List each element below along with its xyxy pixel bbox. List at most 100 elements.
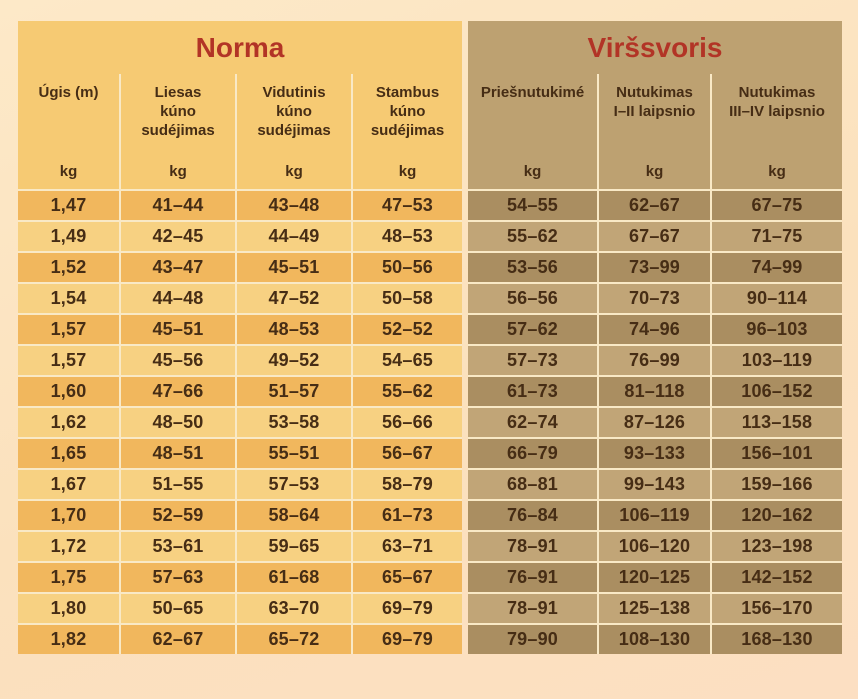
range-cell: 55–62 xyxy=(506,226,559,246)
range-cell: 79–90 xyxy=(506,629,559,649)
range-cell: 41–44 xyxy=(119,191,235,220)
range-cell: 48–50 xyxy=(119,408,235,437)
column-header: Úgis (m) xyxy=(38,84,99,101)
range-cell: 52–59 xyxy=(119,501,235,530)
range-cell: 78–91 xyxy=(506,598,559,618)
range-cell: 56–66 xyxy=(351,408,462,437)
table-row: 1,70 52–59 58–64 61–73 xyxy=(18,499,462,530)
range-cell: 55–51 xyxy=(235,439,351,468)
height-cell: 1,47 xyxy=(50,195,87,215)
header-row-1: Priešnutukimé Nutukimas I–II laipsnio Nutu… xyxy=(468,74,842,153)
range-cell: 99–143 xyxy=(597,470,710,499)
weight-table: Norma Úgis (m) Liesas kúno sudéjimas Vidut… xyxy=(18,21,842,654)
table-row: 78–91 125–138 156–170 xyxy=(468,592,842,623)
range-cell: 57–62 xyxy=(506,319,559,339)
table-row: 66–79 93–133 156–101 xyxy=(468,437,842,468)
range-cell: 56–67 xyxy=(351,439,462,468)
range-cell: 51–55 xyxy=(119,470,235,499)
range-cell: 74–99 xyxy=(710,253,842,282)
range-cell: 142–152 xyxy=(710,563,842,592)
range-cell: 50–65 xyxy=(119,594,235,623)
range-cell: 113–158 xyxy=(710,408,842,437)
virssvoris-section-title: Viršsvoris xyxy=(468,21,842,74)
range-cell: 50–56 xyxy=(351,253,462,282)
unit-label: kg xyxy=(597,153,710,189)
range-cell: 57–53 xyxy=(235,470,351,499)
range-cell: 59–65 xyxy=(235,532,351,561)
range-cell: 51–57 xyxy=(235,377,351,406)
range-cell: 57–63 xyxy=(119,563,235,592)
range-cell: 65–72 xyxy=(235,625,351,654)
virssvoris-body: 54–55 62–67 67–75 55–62 67–67 71–75 53–56 73–99… xyxy=(468,189,842,654)
range-cell: 106–152 xyxy=(710,377,842,406)
table-row: 1,72 53–61 59–65 63–71 xyxy=(18,530,462,561)
range-cell: 108–130 xyxy=(597,625,710,654)
table-row: 1,47 41–44 43–48 47–53 xyxy=(18,189,462,220)
unit-label: kg xyxy=(119,153,235,189)
range-cell: 103–119 xyxy=(710,346,842,375)
range-cell: 78–91 xyxy=(506,536,559,556)
height-cell: 1,80 xyxy=(50,598,87,618)
range-cell: 63–70 xyxy=(235,594,351,623)
table-row: 79–90 108–130 168–130 xyxy=(468,623,842,654)
norma-section: Norma Úgis (m) Liesas kúno sudéjimas Vidut… xyxy=(18,21,462,654)
norma-body: 1,47 41–44 43–48 47–53 1,49 42–45 44–49 48–53 1,… xyxy=(18,189,462,654)
table-row: 76–84 106–119 120–162 xyxy=(468,499,842,530)
table-row: 53–56 73–99 74–99 xyxy=(468,251,842,282)
unit-label: kg xyxy=(351,153,462,189)
range-cell: 58–64 xyxy=(235,501,351,530)
range-cell: 56–56 xyxy=(506,288,559,308)
range-cell: 156–101 xyxy=(710,439,842,468)
height-cell: 1,54 xyxy=(50,288,87,308)
range-cell: 48–53 xyxy=(351,222,462,251)
range-cell: 53–58 xyxy=(235,408,351,437)
range-cell: 52–52 xyxy=(351,315,462,344)
table-row: 1,60 47–66 51–57 55–62 xyxy=(18,375,462,406)
column-header: Liesas kúno sudéjimas xyxy=(119,74,235,153)
range-cell: 81–118 xyxy=(597,377,710,406)
range-cell: 73–99 xyxy=(597,253,710,282)
height-cell: 1,62 xyxy=(50,412,87,432)
range-cell: 159–166 xyxy=(710,470,842,499)
range-cell: 125–138 xyxy=(597,594,710,623)
table-row: 78–91 106–120 123–198 xyxy=(468,530,842,561)
table-row: 1,67 51–55 57–53 58–79 xyxy=(18,468,462,499)
range-cell: 57–73 xyxy=(506,350,559,370)
range-cell: 106–120 xyxy=(597,532,710,561)
unit-label: kg xyxy=(710,153,842,189)
range-cell: 168–130 xyxy=(710,625,842,654)
table-row: 57–73 76–99 103–119 xyxy=(468,344,842,375)
table-row: 55–62 67–67 71–75 xyxy=(468,220,842,251)
range-cell: 106–119 xyxy=(597,501,710,530)
range-cell: 69–79 xyxy=(351,594,462,623)
table-row: 54–55 62–67 67–75 xyxy=(468,189,842,220)
range-cell: 42–45 xyxy=(119,222,235,251)
table-row: 57–62 74–96 96–103 xyxy=(468,313,842,344)
range-cell: 45–51 xyxy=(119,315,235,344)
unit-row-1: kg kg kg xyxy=(468,153,842,189)
height-cell: 1,70 xyxy=(50,505,87,525)
range-cell: 45–56 xyxy=(119,346,235,375)
height-cell: 1,60 xyxy=(50,381,87,401)
height-cell: 1,49 xyxy=(50,226,87,246)
range-cell: 87–126 xyxy=(597,408,710,437)
range-cell: 67–75 xyxy=(710,191,842,220)
unit-row-0: kg kg kg kg xyxy=(18,153,462,189)
unit-label: kg xyxy=(523,162,542,180)
range-cell: 93–133 xyxy=(597,439,710,468)
range-cell: 70–73 xyxy=(597,284,710,313)
range-cell: 43–48 xyxy=(235,191,351,220)
range-cell: 62–67 xyxy=(119,625,235,654)
table-row: 68–81 99–143 159–166 xyxy=(468,468,842,499)
range-cell: 65–67 xyxy=(351,563,462,592)
range-cell: 50–58 xyxy=(351,284,462,313)
range-cell: 69–79 xyxy=(351,625,462,654)
table-row: 1,82 62–67 65–72 69–79 xyxy=(18,623,462,654)
range-cell: 44–48 xyxy=(119,284,235,313)
virssvoris-section: Viršsvoris Priešnutukimé Nutukimas I–II l… xyxy=(468,21,842,654)
range-cell: 48–51 xyxy=(119,439,235,468)
range-cell: 62–67 xyxy=(597,191,710,220)
table-row: 62–74 87–126 113–158 xyxy=(468,406,842,437)
column-header: Vidutinis kúno sudéjimas xyxy=(235,74,351,153)
